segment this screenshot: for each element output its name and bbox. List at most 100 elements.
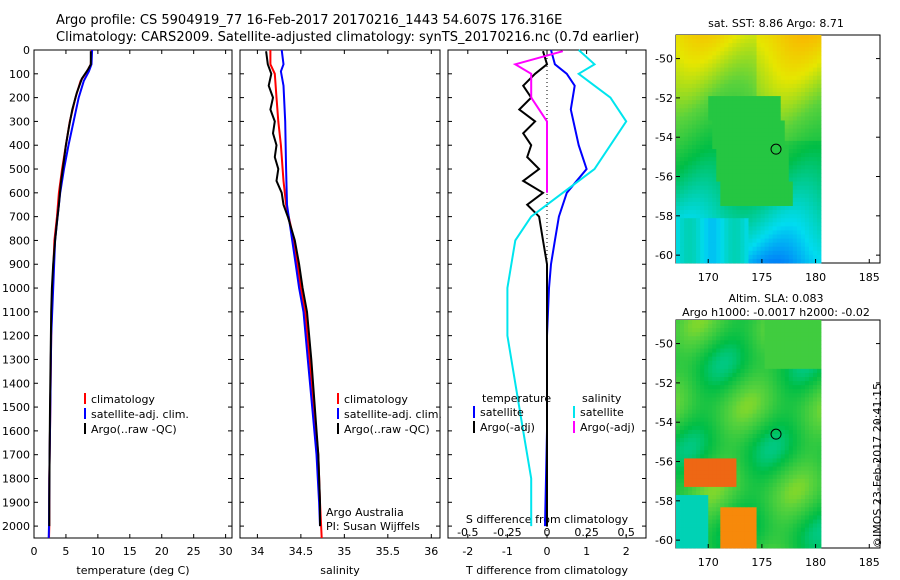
sla-map-cell — [812, 397, 818, 402]
sst-map-cell — [732, 75, 737, 81]
sst-map-cell — [768, 214, 774, 219]
sst-map-cell — [800, 43, 806, 48]
sla-map-cell — [812, 401, 818, 406]
sst-map-cell — [732, 222, 737, 227]
sla-map-cell — [772, 364, 778, 370]
sla-map-cell — [768, 340, 774, 345]
sst-map-cell — [784, 39, 790, 44]
sla-map-cell — [776, 401, 782, 406]
sla-map-cell — [736, 397, 741, 402]
sla-map-cell — [788, 434, 794, 439]
sst-map-cell — [692, 71, 697, 77]
sst-map-cell — [732, 246, 737, 252]
sst-map-cell — [800, 242, 806, 248]
sst-map-cell — [708, 242, 713, 248]
sst-map-cell — [768, 75, 774, 81]
sst-map-cell — [756, 92, 761, 97]
sla-map-cell — [792, 417, 798, 423]
sst-map-cell — [732, 206, 737, 211]
sst-map-cell — [784, 87, 790, 93]
sst-map-cell — [752, 181, 757, 187]
sla-map-cell — [704, 381, 709, 386]
sst-map-cell — [732, 63, 737, 68]
sst-map-cell — [808, 210, 814, 215]
sla-map-cell — [804, 434, 810, 439]
sst-map-cell — [704, 258, 709, 264]
sla-map-cell — [696, 478, 701, 484]
sst-map-cell — [696, 35, 701, 40]
sst-map-cell — [732, 55, 737, 60]
sla-map-cell — [720, 458, 725, 463]
sst-map-cell — [772, 92, 778, 97]
sla-map-cell — [772, 328, 778, 333]
sla-map-cell — [792, 405, 798, 410]
sla-map-cell — [676, 389, 681, 394]
sla-map-cell — [716, 389, 721, 394]
sla-map-cell — [756, 450, 761, 455]
sst-map-cell — [712, 238, 717, 244]
sla-map-cell — [788, 381, 794, 386]
sla-map-cell — [784, 442, 790, 447]
sst-map-cell — [720, 39, 725, 44]
sst-map-cell — [760, 250, 766, 256]
sla-map-cell — [780, 519, 786, 524]
sla-map-cell — [748, 425, 753, 431]
sst-map-cell — [816, 201, 822, 207]
depth-tick-label: 700 — [9, 211, 30, 224]
sla-map-cell — [692, 486, 697, 492]
sst-map-cell — [744, 238, 749, 244]
sst-map-cell — [756, 258, 761, 264]
sst-map-cell — [700, 157, 705, 162]
sla-map-cell — [748, 360, 753, 366]
sst-map-cell — [720, 67, 725, 73]
sla-map-cell — [764, 381, 770, 386]
sla-map-cell — [764, 470, 770, 476]
sst-map-cell — [708, 157, 713, 162]
sst-map-cell — [736, 189, 741, 195]
sla-map-cell — [688, 438, 693, 443]
sst-map-cell — [684, 55, 689, 60]
sst-map-cell — [708, 250, 713, 256]
sst-map-cell — [796, 35, 802, 40]
sst-map-cell — [704, 47, 709, 52]
sla-map-cell — [700, 535, 705, 541]
sst-map-cell — [740, 63, 745, 68]
sst-map-cell — [728, 238, 733, 244]
sst-map-cell — [744, 193, 749, 199]
sla-map-cell — [688, 385, 693, 390]
sla-map-cell — [712, 381, 717, 386]
sla-map-cell — [796, 474, 802, 480]
sst-map-cell — [792, 181, 798, 187]
sla-map-cell — [704, 482, 709, 488]
sla-map-cell — [808, 454, 814, 459]
sla-map-cell — [696, 421, 701, 427]
sla-map-cell — [720, 344, 725, 349]
sst-map-cell — [676, 254, 681, 260]
sla-map-cell — [768, 344, 774, 349]
sst-map-cell — [812, 83, 818, 89]
sla-map-cell — [808, 535, 814, 541]
sla-map-cell — [712, 486, 717, 492]
sst-map-cell — [684, 79, 689, 85]
sst-map-cell — [816, 157, 822, 162]
sla-map-cell — [800, 470, 806, 476]
sla-map-cell — [768, 377, 774, 382]
sla-map-cell — [784, 450, 790, 455]
sla-map-cell — [776, 417, 782, 423]
sla-map-cell — [776, 368, 782, 374]
sst-map-cell — [716, 59, 721, 64]
sla-map-cell — [692, 474, 697, 480]
sla-map-cell — [692, 511, 697, 516]
sst-map-cell — [752, 43, 757, 48]
sst-map-cell — [676, 75, 681, 81]
sst-map-cell — [772, 149, 778, 154]
sst-map-cell — [704, 136, 709, 142]
sla-map-cell — [708, 328, 713, 333]
sla-map-cell — [708, 356, 713, 362]
sla-map-cell — [780, 348, 786, 353]
sla-map-cell — [712, 405, 717, 410]
sst-map-cell — [704, 230, 709, 235]
sla-map-cell — [748, 515, 753, 520]
sst-map-cell — [808, 201, 814, 207]
sla-map-cell — [740, 413, 745, 419]
